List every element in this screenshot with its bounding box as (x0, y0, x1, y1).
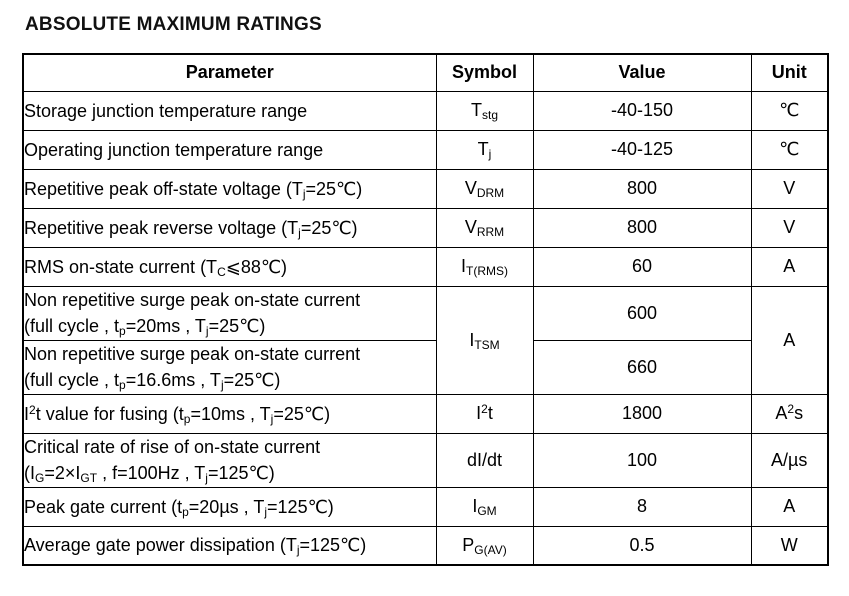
table-row: Repetitive peak off-state voltage (Tj=25… (22, 168, 829, 209)
table-row: Operating junction temperature range Tj … (22, 129, 829, 170)
param-cell: Peak gate current (tp=20µs , Tj=125℃) (22, 486, 437, 527)
symbol-cell: Tj (435, 129, 534, 170)
col-header-unit: Unit (750, 53, 829, 92)
symbol-cell: VRRM (435, 207, 534, 248)
table-row: Critical rate of rise of on-state curren… (22, 432, 829, 488)
col-header-parameter: Parameter (22, 53, 437, 92)
symbol-cell: ITSM (435, 285, 534, 395)
table-row: Non repetitive surge peak on-state curre… (22, 339, 828, 395)
param-cell: Repetitive peak off-state voltage (Tj=25… (22, 168, 437, 209)
param-cell: Average gate power dissipation (Tj=125℃) (22, 525, 437, 566)
symbol-cell: PG(AV) (435, 525, 534, 566)
value-cell: 60 (532, 246, 752, 287)
table-row: Repetitive peak reverse voltage (Tj=25℃)… (22, 207, 829, 248)
unit-cell: W (750, 525, 829, 566)
param-cell: Storage junction temperature range (22, 90, 437, 131)
value-cell: -40-150 (532, 90, 752, 131)
symbol-cell: Tstg (435, 90, 534, 131)
value-cell: -40-125 (532, 129, 752, 170)
table-row: RMS on-state current (TC⩽88℃) IT(RMS) 60… (22, 246, 829, 287)
section-title: ABSOLUTE MAXIMUM RATINGS (25, 14, 322, 35)
table-row: Storage junction temperature range Tstg … (22, 90, 829, 131)
param-cell: Non repetitive surge peak on-state curre… (22, 339, 437, 395)
unit-cell: V (750, 207, 829, 248)
unit-cell: ℃ (750, 129, 829, 170)
param-cell: RMS on-state current (TC⩽88℃) (22, 246, 437, 287)
table-row: I2t value for fusing (tp=10ms , Tj=25℃) … (22, 393, 829, 434)
unit-cell: V (750, 168, 829, 209)
unit-cell: A (750, 285, 829, 395)
table-row: Peak gate current (tp=20µs , Tj=125℃) IG… (22, 486, 829, 527)
unit-cell: A/µs (750, 432, 829, 488)
param-cell: Critical rate of rise of on-state curren… (22, 432, 437, 488)
value-cell: 1800 (532, 393, 752, 434)
col-header-value: Value (532, 53, 752, 92)
symbol-cell: VDRM (435, 168, 534, 209)
table-row: Non repetitive surge peak on-state curre… (22, 285, 829, 395)
value-cell: 100 (532, 432, 752, 488)
unit-cell: ℃ (750, 90, 829, 131)
absolute-maximum-ratings-table: Parameter Symbol Value Unit Storage junc… (22, 53, 829, 566)
unit-cell: A2s (750, 393, 829, 434)
symbol-cell: I2t (435, 393, 534, 434)
value-cell: 800 (532, 207, 752, 248)
value-cell: 660 (532, 339, 752, 395)
unit-cell: A (750, 486, 829, 527)
value-cell: 600 (532, 285, 752, 341)
col-header-symbol: Symbol (435, 53, 534, 92)
symbol-cell: IGM (435, 486, 534, 527)
value-cell: 8 (532, 486, 752, 527)
value-cell: 0.5 (532, 525, 752, 566)
header-row: Parameter Symbol Value Unit (22, 53, 829, 92)
value-cell: 800 (532, 168, 752, 209)
param-cell: I2t value for fusing (tp=10ms , Tj=25℃) (22, 393, 437, 434)
unit-cell: A (750, 246, 829, 287)
param-cell: Repetitive peak reverse voltage (Tj=25℃) (22, 207, 437, 248)
symbol-cell: dI/dt (435, 432, 534, 488)
symbol-cell: IT(RMS) (435, 246, 534, 287)
param-cell: Non repetitive surge peak on-state curre… (22, 285, 437, 341)
table-row: Average gate power dissipation (Tj=125℃)… (22, 525, 829, 566)
param-cell: Operating junction temperature range (22, 129, 437, 170)
